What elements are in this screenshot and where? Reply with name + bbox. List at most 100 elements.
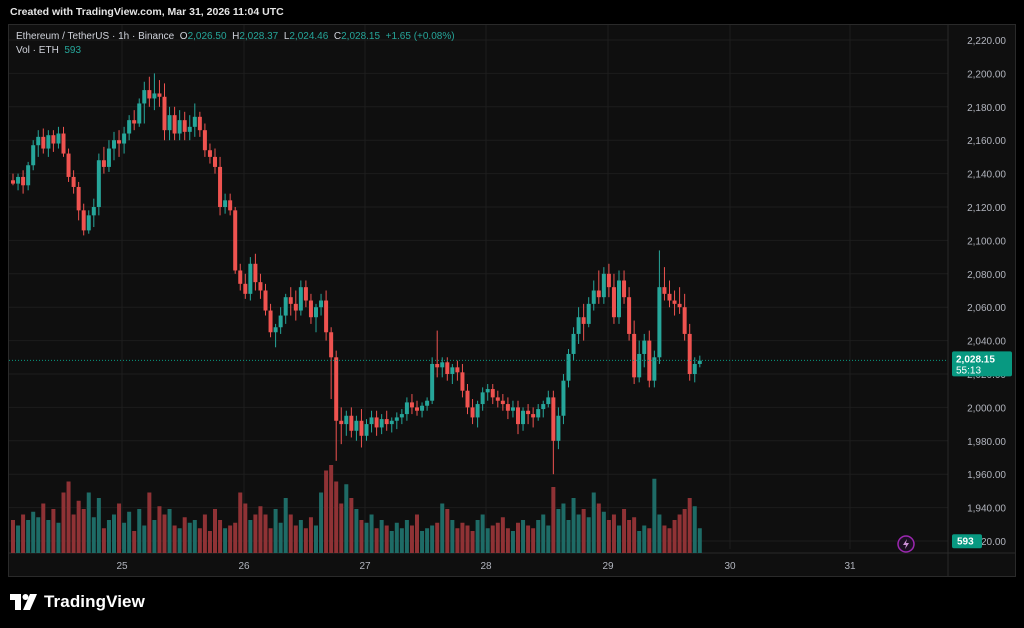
volume-bar <box>394 522 399 553</box>
close-label: C <box>333 31 342 42</box>
price-chart[interactable]: 2,220.00 2,200.00 2,180.00 2,160.00 2,140.00… <box>9 25 1015 576</box>
candle-body <box>253 263 258 283</box>
volume-bar <box>36 517 41 553</box>
candle-body <box>556 415 561 441</box>
volume-bar <box>51 509 56 553</box>
volume-bar <box>207 531 212 553</box>
volume-bar <box>627 520 632 553</box>
volume-bar <box>101 528 106 553</box>
candle-body <box>26 165 31 186</box>
volume-bar <box>223 528 228 553</box>
volume-bar <box>576 514 581 553</box>
candle-body <box>505 404 510 411</box>
volume-bar <box>475 520 480 553</box>
volume-bar <box>298 520 303 553</box>
x-tick-label: 26 <box>238 561 250 572</box>
volume-bar <box>445 509 450 553</box>
candle-body <box>243 283 248 294</box>
candle-body <box>617 280 621 318</box>
symbol-label[interactable]: Ethereum / TetherUS · 1h · Binance <box>16 31 175 42</box>
volume-bar <box>495 522 500 553</box>
candle-body <box>233 210 238 271</box>
candle-body <box>611 287 616 318</box>
volume-bar <box>314 525 318 553</box>
volume-bar <box>268 528 273 553</box>
candle-body <box>415 407 419 411</box>
volume-bar <box>430 525 435 553</box>
volume-bar <box>106 520 111 553</box>
volume-bar <box>56 522 61 553</box>
tradingview-logo-text: TradingView <box>44 592 145 611</box>
x-tick-label: 28 <box>480 561 492 572</box>
volume-bar <box>288 514 293 553</box>
y-tick-label: 1,940.00 <box>967 504 1006 515</box>
volume-value: 593 <box>64 45 82 56</box>
candle-body <box>627 297 632 334</box>
volume-bar <box>11 520 15 553</box>
candle-body <box>379 419 384 428</box>
ohlc-row: Ethereum / TetherUS · 1h · Binance O2,02… <box>16 30 455 44</box>
candle-body <box>319 300 324 308</box>
volume-tag <box>952 534 982 549</box>
volume-bar <box>122 522 127 553</box>
candle-body <box>101 160 106 167</box>
volume-row: Vol · ETH 593 <box>16 44 455 58</box>
close-value: 2,028.15 <box>341 31 381 42</box>
volume-bar <box>112 514 116 553</box>
volume-bar <box>379 520 384 553</box>
volume-tag-value: 593 <box>957 536 974 547</box>
candle-body <box>177 120 182 134</box>
candle-body <box>56 133 61 144</box>
volume-bar <box>536 520 541 553</box>
volume-bar <box>460 522 465 553</box>
volume-bar <box>334 481 339 553</box>
volume-bar <box>606 520 611 553</box>
candle-body <box>31 145 36 166</box>
candle-body <box>682 307 687 334</box>
candle-body <box>238 270 243 284</box>
candle-body <box>86 215 91 231</box>
volume-bar <box>677 514 682 553</box>
volume-bar <box>546 525 551 553</box>
volume-bar <box>339 503 344 553</box>
candle-body <box>11 180 15 184</box>
volume-bar <box>692 506 697 553</box>
candle-body <box>642 340 647 354</box>
candle-body <box>258 282 263 291</box>
candle-body <box>41 136 46 149</box>
y-tick-label: 2,040.00 <box>967 337 1006 348</box>
volume-bar <box>526 525 531 553</box>
price-countdown: 55:13 <box>956 365 981 376</box>
volume-bar <box>455 528 460 553</box>
y-tick-label: 2,220.00 <box>967 36 1006 47</box>
volume-bar <box>263 514 268 553</box>
candle-body <box>470 407 475 418</box>
volume-bar <box>324 470 329 553</box>
candle-body <box>531 414 536 418</box>
volume-label[interactable]: Vol · ETH <box>16 45 59 56</box>
y-tick-label: 2,080.00 <box>967 270 1006 281</box>
volume-bar <box>132 531 137 553</box>
volume-bar <box>81 509 86 553</box>
volume-bar <box>480 514 485 553</box>
volume-bar <box>647 528 652 553</box>
volume-bar <box>374 528 379 553</box>
candle-body <box>394 417 399 421</box>
volume-bar <box>197 528 202 553</box>
y-tick-label: 2,200.00 <box>967 69 1006 80</box>
volume-bar <box>283 498 288 553</box>
candle-body <box>263 290 268 311</box>
candle-body <box>127 120 132 134</box>
candle-body <box>435 363 440 368</box>
candle-body <box>516 407 520 425</box>
candle-body <box>526 410 531 415</box>
volume-bar <box>233 522 238 553</box>
volume-bar <box>637 531 642 553</box>
volume-bar <box>591 492 596 553</box>
candle-body <box>399 414 404 418</box>
candle-body <box>248 263 253 294</box>
candle-body <box>632 333 637 378</box>
volume-bar <box>71 514 76 553</box>
volume-bar <box>617 525 621 553</box>
candle-body <box>344 415 349 425</box>
